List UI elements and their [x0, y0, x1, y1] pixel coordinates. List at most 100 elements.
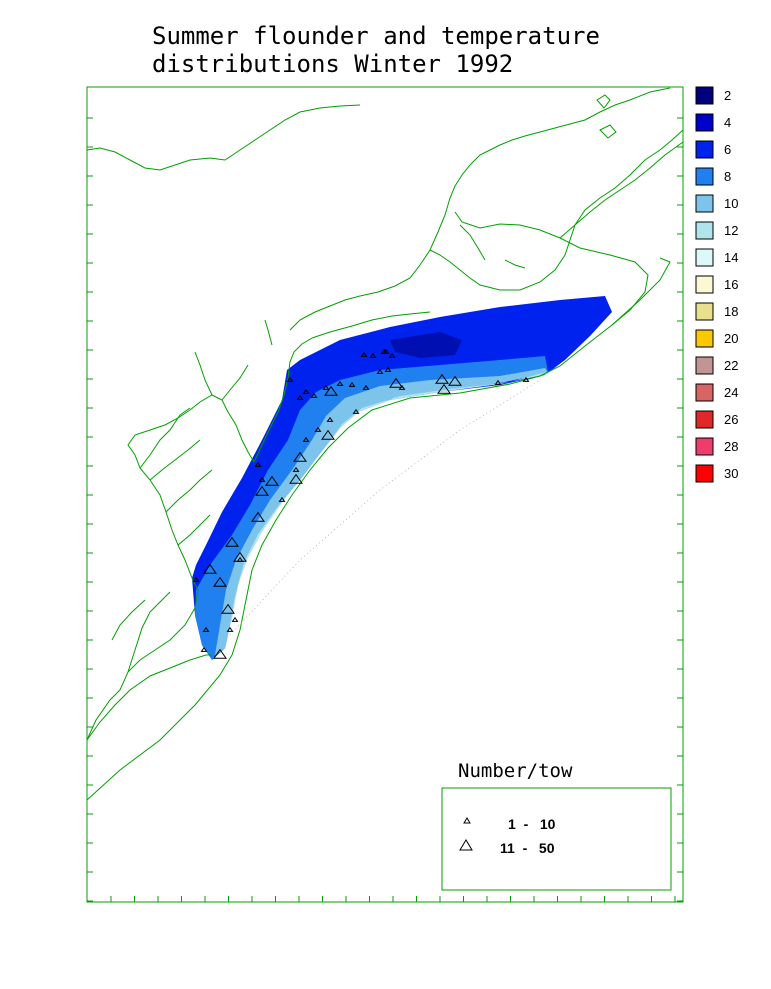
number-tow-class-1: 1 - 10 [508, 816, 556, 832]
legend-swatch-8 [695, 167, 714, 186]
legend-label-6: 6 [724, 142, 731, 157]
shelf-break-contour [86, 211, 649, 801]
station-triangle [254, 461, 262, 467]
legend-swatch-6 [695, 140, 714, 159]
station-triangle [388, 352, 396, 358]
station-triangle [384, 366, 392, 372]
coast-sounds [111, 591, 171, 673]
legend-label-28: 28 [724, 439, 738, 454]
legend-swatch-12 [695, 221, 714, 240]
legend-label-30: 30 [724, 466, 738, 481]
coast-chesapeake [127, 394, 255, 579]
station-triangle [226, 626, 234, 632]
station-triangle [435, 373, 449, 384]
station-triangle [213, 576, 227, 587]
coast-long-island [311, 311, 431, 339]
station-triangle [352, 408, 360, 414]
station-triangle [389, 377, 403, 388]
small-triangle-icon [463, 817, 471, 824]
coast-delaware [253, 337, 313, 463]
station-triangle [289, 473, 303, 484]
coast-chesapeake-inner [139, 407, 213, 546]
station-triangle [302, 436, 310, 442]
legend-label-18: 18 [724, 304, 738, 319]
station-triangle [382, 348, 390, 354]
title-line-2: distributions Winter 1992 [152, 50, 514, 78]
temperature-field [192, 296, 612, 660]
station-triangle [448, 375, 462, 386]
legend-swatch-16 [695, 275, 714, 294]
station-triangle [233, 551, 247, 562]
station-triangle [360, 351, 368, 357]
station-triangle [321, 429, 335, 440]
coast-st-lawrence [86, 104, 361, 171]
legend-label-22: 22 [724, 358, 738, 373]
station-triangle [369, 352, 377, 358]
station-triangle [202, 626, 210, 632]
station-triangle [324, 385, 338, 396]
large-triangle-icon [459, 839, 473, 851]
station-triangle [293, 451, 307, 462]
coast-north-islands [459, 94, 617, 269]
legend-label-10: 10 [724, 196, 738, 211]
station-triangle [231, 616, 239, 622]
station-triangle [362, 384, 370, 390]
legend-label-2: 2 [724, 88, 731, 103]
station-triangle [302, 388, 310, 394]
legend-label-16: 16 [724, 277, 738, 292]
station-triangle [522, 376, 530, 382]
station-triangle [376, 368, 384, 374]
temp-band-10 [215, 368, 548, 655]
legend-swatch-30 [695, 464, 714, 483]
frame-ticks [87, 117, 683, 902]
station-triangle [203, 563, 217, 574]
station-triangle [265, 475, 279, 486]
station-triangle [278, 496, 286, 502]
coast-gulf-of-maine [429, 129, 684, 291]
station-triangle [296, 394, 304, 400]
station-triangle [326, 416, 334, 422]
legend-label-20: 20 [724, 331, 738, 346]
legend-label-12: 12 [724, 223, 738, 238]
legend-label-4: 4 [724, 115, 731, 130]
station-triangle [213, 648, 227, 659]
legend-swatch-4 [695, 113, 714, 132]
station-triangle [225, 536, 239, 547]
coast-new-england [289, 87, 671, 331]
coast-carolinas [86, 577, 199, 741]
station-triangle [437, 383, 451, 394]
coast-nova-scotia [559, 141, 684, 239]
number-tow-class-2: 11 - 50 [500, 840, 555, 856]
station-triangle [322, 384, 330, 390]
legend-swatch-2 [695, 86, 714, 105]
number-tow-box [441, 787, 672, 891]
legend-swatch-22 [695, 356, 714, 375]
temp-band-outer [192, 296, 612, 660]
map-title: Summer flounder and temperature distribu… [152, 22, 712, 78]
legend-swatch-28 [695, 437, 714, 456]
legend-swatch-18 [695, 302, 714, 321]
number-tow-title: Number/tow [458, 760, 573, 782]
survey-stations [192, 348, 530, 659]
legend-label-8: 8 [724, 169, 731, 184]
legend-swatch-24 [695, 383, 714, 402]
station-triangle [314, 426, 322, 432]
legend-swatch-20 [695, 329, 714, 348]
station-triangle [336, 380, 344, 386]
station-triangle [258, 476, 266, 482]
legend-swatch-10 [695, 194, 714, 213]
legend-label-14: 14 [724, 250, 738, 265]
coast-southeast [86, 654, 212, 741]
coastline [86, 87, 684, 801]
station-triangle [200, 646, 208, 652]
coast-delaware-bay [194, 319, 273, 401]
title-line-1: Summer flounder and temperature [152, 22, 600, 50]
station-triangle [221, 603, 235, 614]
station-triangle [310, 392, 318, 398]
legend-label-24: 24 [724, 385, 738, 400]
legend-swatch-26 [695, 410, 714, 429]
station-triangle [286, 376, 294, 382]
shelf-break-contour-2 [611, 257, 671, 326]
